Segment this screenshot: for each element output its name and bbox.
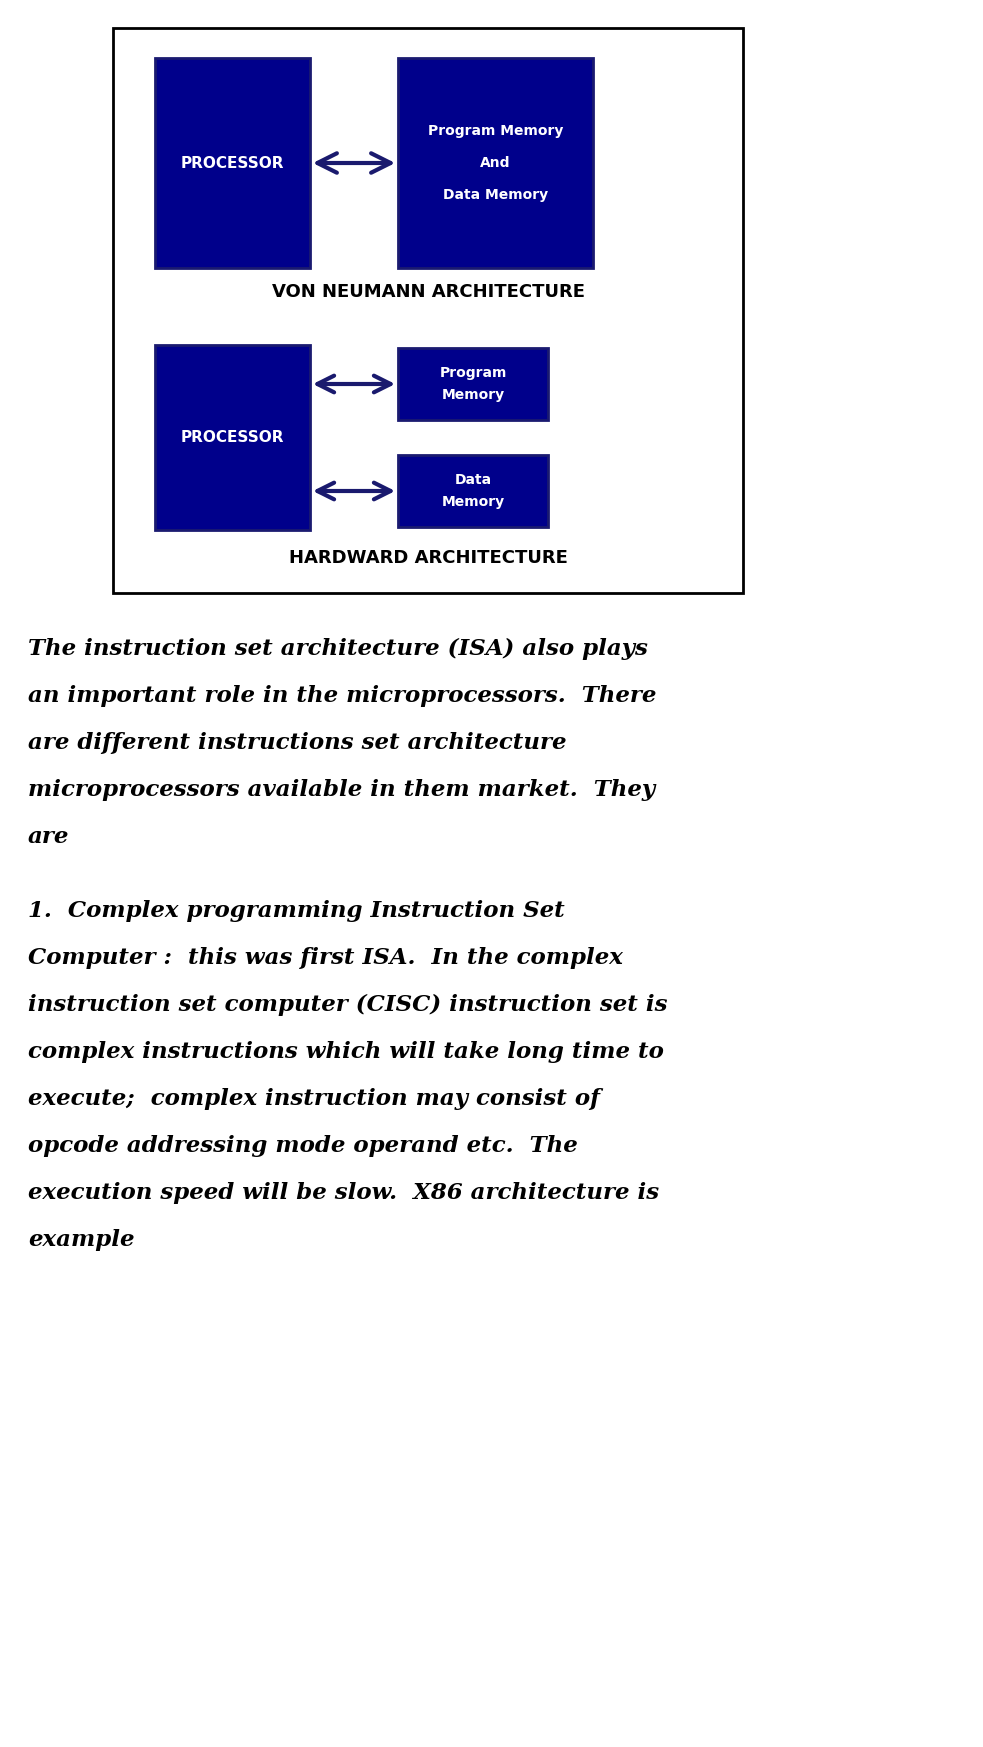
Bar xyxy=(155,344,310,529)
Text: The instruction set architecture (ISA) also plays: The instruction set architecture (ISA) a… xyxy=(28,638,648,660)
Text: execute;  complex instruction may consist of: execute; complex instruction may consist… xyxy=(28,1088,600,1109)
Text: Program: Program xyxy=(439,367,506,381)
Text: complex instructions which will take long time to: complex instructions which will take lon… xyxy=(28,1041,664,1062)
Text: Data: Data xyxy=(454,473,492,487)
Text: opcode addressing mode operand etc.  The: opcode addressing mode operand etc. The xyxy=(28,1136,578,1157)
Bar xyxy=(398,58,593,267)
Text: Data Memory: Data Memory xyxy=(443,189,549,203)
Text: are different instructions set architecture: are different instructions set architect… xyxy=(28,732,566,755)
Text: PROCESSOR: PROCESSOR xyxy=(181,155,284,171)
Text: instruction set computer (CISC) instruction set is: instruction set computer (CISC) instruct… xyxy=(28,994,667,1017)
Text: execution speed will be slow.  X86 architecture is: execution speed will be slow. X86 archit… xyxy=(28,1183,660,1204)
Text: 1.  Complex programming Instruction Set: 1. Complex programming Instruction Set xyxy=(28,900,565,922)
Bar xyxy=(398,348,548,419)
Text: are: are xyxy=(28,826,70,847)
Text: VON NEUMANN ARCHITECTURE: VON NEUMANN ARCHITECTURE xyxy=(271,283,585,300)
Bar xyxy=(398,454,548,528)
Bar xyxy=(113,28,743,592)
Text: example: example xyxy=(28,1228,135,1251)
Text: HARDWARD ARCHITECTURE: HARDWARD ARCHITECTURE xyxy=(289,549,567,568)
Text: Program Memory: Program Memory xyxy=(428,124,563,138)
Text: Memory: Memory xyxy=(441,494,504,508)
Text: an important role in the microprocessors.  There: an important role in the microprocessors… xyxy=(28,685,657,708)
Text: PROCESSOR: PROCESSOR xyxy=(181,430,284,445)
Text: microprocessors available in them market.  They: microprocessors available in them market… xyxy=(28,779,655,802)
Bar xyxy=(155,58,310,267)
Text: Computer :  this was first ISA.  In the complex: Computer : this was first ISA. In the co… xyxy=(28,947,623,970)
Text: And: And xyxy=(481,155,511,169)
Text: Memory: Memory xyxy=(441,388,504,402)
